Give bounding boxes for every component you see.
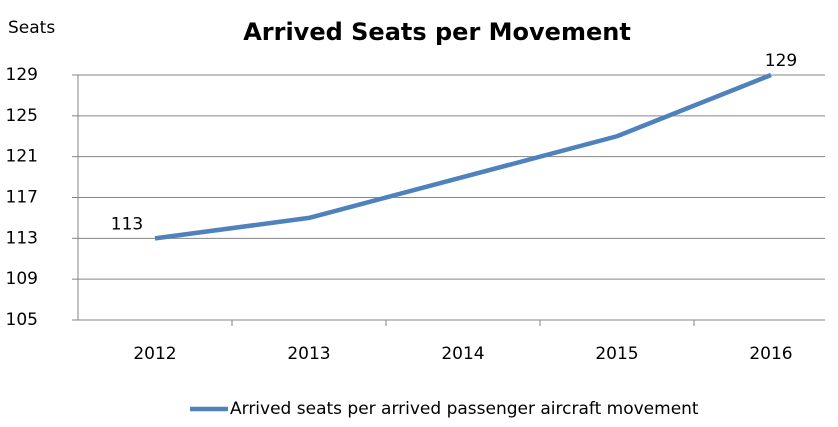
data-line bbox=[154, 72, 772, 241]
y-tick-label: 113 bbox=[6, 228, 38, 248]
y-tick-label: 129 bbox=[6, 65, 38, 85]
y-tick-label: 109 bbox=[6, 269, 38, 289]
data-label: 129 bbox=[765, 51, 797, 71]
legend-label: Arrived seats per arrived passenger airc… bbox=[230, 399, 699, 419]
x-tick-label: 2013 bbox=[287, 344, 330, 364]
y-tick-label: 125 bbox=[6, 106, 38, 126]
x-tick-label: 2014 bbox=[441, 344, 484, 364]
y-tick-label: 105 bbox=[6, 310, 38, 330]
y-tick-label: 117 bbox=[6, 188, 38, 208]
y-tick-label: 121 bbox=[6, 147, 38, 167]
chart-title: Arrived Seats per Movement bbox=[243, 18, 631, 46]
x-tick-label: 2016 bbox=[749, 344, 792, 364]
x-tick-label: 2015 bbox=[595, 344, 638, 364]
y-axis-label: Seats bbox=[8, 18, 55, 38]
data-label: 113 bbox=[111, 214, 143, 234]
x-tick-label: 2012 bbox=[133, 344, 176, 364]
